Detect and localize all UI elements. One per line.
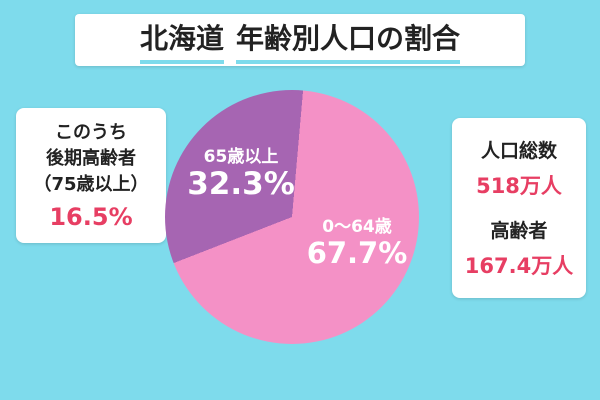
title-part-region: 北海道 (139, 17, 224, 64)
page-title: 北海道 年齢別人口の割合 (139, 17, 461, 64)
stat-row-elderly: 高齢者 167.4万人 (458, 216, 580, 280)
callout-line-3: （75歳以上） (33, 174, 149, 196)
title-part-topic: 年齢別人口の割合 (236, 17, 461, 64)
late-elderly-callout: このうち 後期高齢者 （75歳以上） 16.5% (16, 108, 166, 244)
title-box: 北海道 年齢別人口の割合 (75, 14, 525, 66)
pie-chart: 65歳以上 32.3% 0〜64歳 67.7% (165, 90, 419, 344)
stat-value-elderly: 167.4万人 (464, 254, 574, 278)
callout-line-2: 後期高齢者 (46, 148, 136, 170)
stat-label-total: 人口総数 (480, 140, 557, 162)
pie-slice-label-0to64: 0〜64歳 67.7% (297, 212, 417, 270)
slice-0to64-percentage: 67.7% (306, 236, 408, 270)
slice-0to64-label: 0〜64歳 (322, 217, 392, 237)
stat-value-total: 518万人 (476, 174, 562, 198)
callout-line-1: このうち (55, 122, 127, 143)
stat-row-total-population: 人口総数 518万人 (458, 136, 580, 200)
population-stats-panel: 人口総数 518万人 高齢者 167.4万人 (452, 118, 586, 298)
stat-label-elderly: 高齢者 (490, 220, 548, 242)
slice-65plus-label: 65歳以上 (203, 147, 279, 167)
slice-65plus-percentage: 32.3% (187, 166, 295, 202)
late-elderly-percentage: 16.5% (49, 203, 133, 232)
pie-slice-label-65plus: 65歳以上 32.3% (173, 142, 309, 203)
